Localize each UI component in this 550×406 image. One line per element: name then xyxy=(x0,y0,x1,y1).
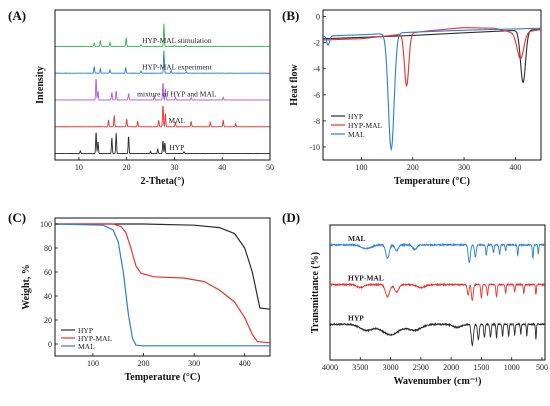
x-tick-label: 1000 xyxy=(504,363,520,372)
x-tick-label: 100 xyxy=(355,163,367,172)
x-tick-label: 3500 xyxy=(352,363,368,372)
panel-a: (A) 10 20 30 40 50 2-Theta(°) Intensity HYP MAL mi… xyxy=(8,8,274,187)
legend-label-hyp: HYP xyxy=(78,326,93,335)
series-label-hyp-mal-experiment: HYP-MAL experiment xyxy=(142,63,212,72)
series-label-mixture-of-hyp-and-mal: mixture of HYP and MAL xyxy=(137,89,217,98)
y-axis-title: Weight, % xyxy=(21,264,32,310)
series-mal xyxy=(55,223,270,347)
plot-frame xyxy=(54,217,271,357)
y-axis-title: Heat flow xyxy=(289,64,300,106)
x-tick-label: 40 xyxy=(218,163,226,172)
y-tick-label: 20 xyxy=(44,316,52,325)
legend-label-mal: MAL xyxy=(78,342,95,351)
series-label-hyp: HYP xyxy=(348,313,364,322)
y-tick-label: -4 xyxy=(313,65,320,74)
y-tick-label: -2 xyxy=(313,39,320,48)
y-tick-label: -8 xyxy=(313,117,320,126)
y-axis-title: Transmittance (%) xyxy=(310,252,321,333)
x-tick-label: 500 xyxy=(536,363,548,372)
plot-area xyxy=(55,23,270,155)
y-tick-label: 100 xyxy=(40,220,52,229)
series-mixture-of-hyp-and-mal xyxy=(55,78,270,102)
series-mal xyxy=(55,105,270,128)
series-hyp-mal-stimulation xyxy=(55,23,270,48)
series-label-hyp: HYP xyxy=(169,143,184,152)
series-hyp xyxy=(323,29,541,84)
plot-area xyxy=(55,223,270,347)
legend-label-mal: MAL xyxy=(348,130,365,139)
x-axis-title: Temperature (°C) xyxy=(394,176,470,187)
x-axis-title: Wavenumber (cm⁻¹) xyxy=(394,376,482,387)
y-tick-label: 60 xyxy=(44,268,52,277)
x-tick-label: 50 xyxy=(266,163,274,172)
series-hyp-mal xyxy=(323,27,541,88)
y-tick-label: 80 xyxy=(44,244,52,253)
x-tick-label: 300 xyxy=(188,359,200,368)
y-axis-title: Intensity xyxy=(35,66,46,104)
series-hyp xyxy=(55,223,270,310)
x-tick-label: 100 xyxy=(87,359,99,368)
panel-b: (B) 100 200 300 400 Temperature (°C) Heat flow… xyxy=(282,8,542,187)
series-label-hyp-mal-stimulation: HYP-MAL stimulation xyxy=(142,36,212,45)
x-tick-label: 3000 xyxy=(383,363,399,372)
x-tick-label: 400 xyxy=(509,163,521,172)
plot-area xyxy=(330,242,545,347)
series-label-mal: MAL xyxy=(348,234,366,243)
x-axis-title: Temperature (°C) xyxy=(125,372,201,383)
plot-area xyxy=(323,27,541,152)
series-hyp xyxy=(330,322,545,347)
plot-frame xyxy=(329,224,546,361)
series-hyp-mal-experiment xyxy=(55,50,270,74)
x-tick-label: 4000 xyxy=(322,363,338,372)
series-hyp-mal xyxy=(330,282,545,301)
x-tick-label: 200 xyxy=(138,359,150,368)
x-tick-label: 10 xyxy=(75,163,83,172)
series-mal xyxy=(323,27,541,152)
y-tick-label: 40 xyxy=(44,292,52,301)
panel-label: (D) xyxy=(282,210,300,225)
series-mal xyxy=(330,242,545,264)
y-tick-label: -6 xyxy=(313,91,320,100)
legend-label-hyp-mal: HYP-MAL xyxy=(78,334,113,343)
x-tick-label: 20 xyxy=(123,163,131,172)
legend-label-hyp: HYP xyxy=(348,112,363,121)
panel-d: (D) 4000 3500 3000 2500 2000 1500 1000 500 Wavenu… xyxy=(282,210,548,387)
y-tick-label: 0 xyxy=(316,13,320,22)
series-hyp-mal xyxy=(55,223,270,344)
x-tick-label: 2500 xyxy=(413,363,429,372)
x-tick-label: 400 xyxy=(239,359,251,368)
series-hyp xyxy=(55,132,270,155)
series-label-mal: MAL xyxy=(168,116,185,125)
legend-label-hyp-mal: HYP-MAL xyxy=(348,121,383,130)
x-tick-label: 1500 xyxy=(473,363,489,372)
y-tick-label: -10 xyxy=(309,143,320,152)
plot-frame xyxy=(322,9,542,161)
series-label-hyp-mal: HYP-MAL xyxy=(348,274,384,283)
panel-label: (A) xyxy=(8,8,26,23)
x-tick-label: 30 xyxy=(170,163,178,172)
x-axis-title: 2-Theta(°) xyxy=(141,176,185,187)
panel-label: (B) xyxy=(282,8,299,23)
x-tick-label: 2000 xyxy=(443,363,459,372)
y-tick-label: 0 xyxy=(48,340,52,349)
x-tick-label: 200 xyxy=(407,163,419,172)
panel-label: (C) xyxy=(8,210,26,225)
x-tick-label: 300 xyxy=(458,163,470,172)
